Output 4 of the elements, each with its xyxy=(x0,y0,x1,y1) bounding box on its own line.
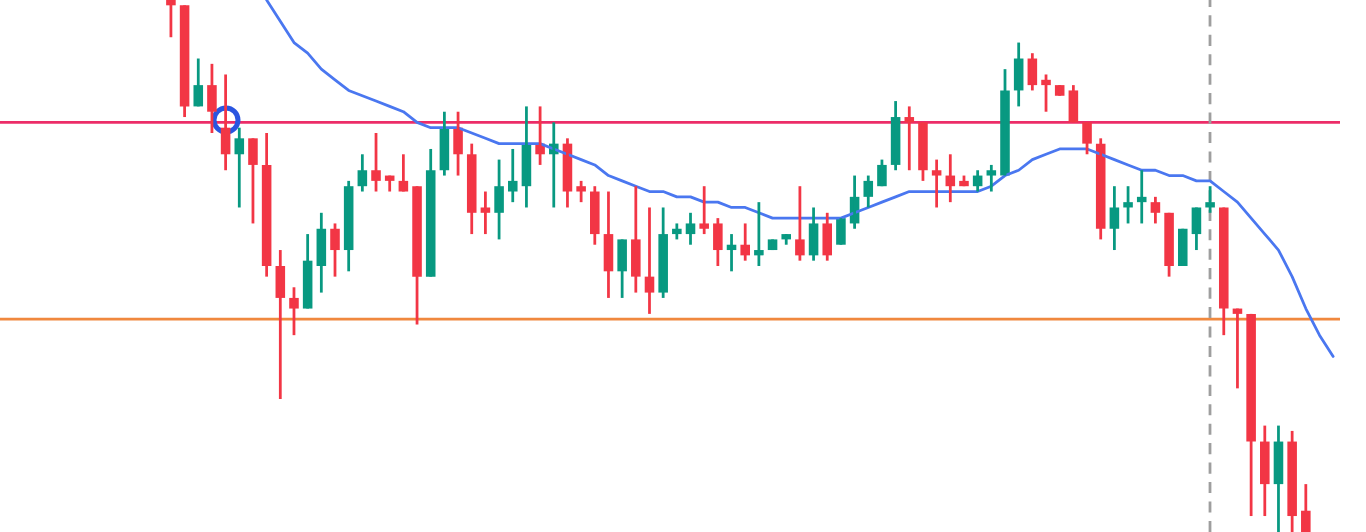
candlestick xyxy=(836,216,846,247)
candlestick xyxy=(767,238,778,252)
candlestick xyxy=(1177,227,1188,268)
candlestick xyxy=(1054,83,1065,98)
